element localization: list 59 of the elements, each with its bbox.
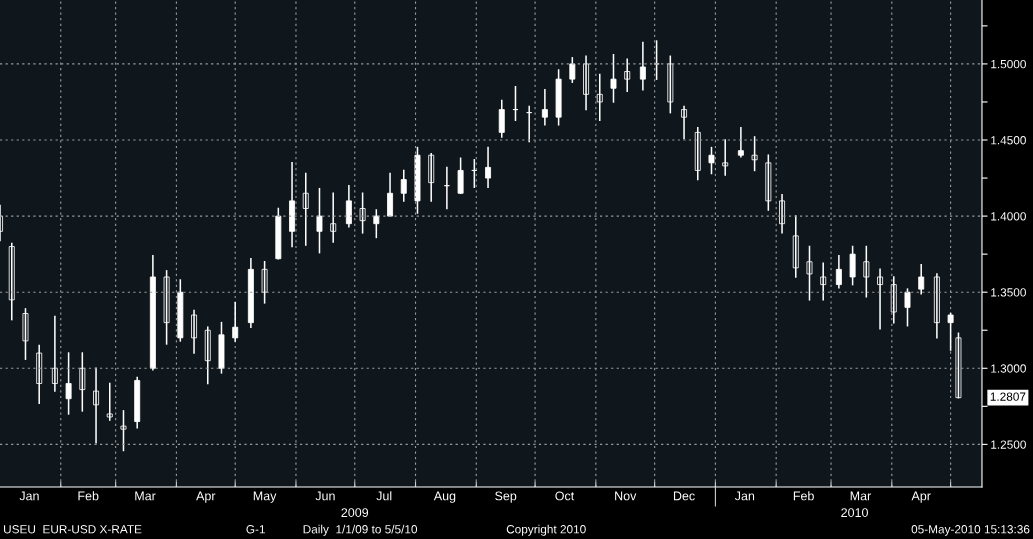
candlestick [863,245,870,298]
x-tick-label: Apr [911,491,931,503]
x-tick-label: May [253,491,277,503]
x-tick-label: Dec [673,491,695,501]
y-tick-label: 1.3000 [991,364,1026,373]
y-tick-label: 1.5000 [991,59,1026,69]
candlestick [765,154,772,211]
candlestick [751,136,758,172]
y-tick-label: 1.3500 [991,288,1026,297]
candlestick [667,55,674,114]
text: Daily 1/1/09 to 5/5/10 [303,524,418,536]
x-tick-label: Aug [433,491,456,503]
candlestick [373,209,380,239]
candlestick [849,245,856,286]
text: Copyright 2010 [506,524,586,536]
candlestick [261,260,268,304]
x-tick-label: Oct [555,491,575,501]
candlestick [22,308,29,360]
candlestick [569,57,576,83]
y-tick-label: 1.4000 [991,212,1026,221]
candlestick [316,187,323,254]
candlestick [359,192,366,234]
y-tick-label: 1.4500 [991,136,1026,145]
candlestick [610,54,617,103]
candlestick [708,146,715,175]
candlestick [163,270,170,345]
candlestick [555,69,562,126]
candlestick [904,288,911,327]
candlestick [79,352,86,412]
x-tick-label: Apr [196,491,216,503]
x-tick-label: Jan [734,491,755,501]
candlestick [414,146,421,214]
x2-tick-label: 2010 [841,508,868,517]
x2-tick-label: 2009 [341,508,369,517]
text: 05-May-2010 15:13:36 [911,525,1030,536]
x-tick-label: Feb [78,491,99,501]
candlestick [806,245,813,301]
x-tick-label: Mar [850,491,872,501]
x-tick-label: Jun [315,491,335,501]
x-tick-label: Jan [19,491,39,501]
candlestick [106,382,113,421]
x-tick-label: Mar [135,491,156,501]
candlestick [457,157,464,195]
x-tick-label: Nov [615,491,637,501]
text: USEU EUR-USD X-RATE [4,525,142,534]
candlestick [65,352,72,415]
candlestick [722,139,729,176]
x-tick-label: Feb [793,491,814,501]
candlestick [955,332,962,399]
annotation: 1.2807 [990,392,1026,401]
x-tick-label: Sep [495,491,517,503]
candlestick [218,321,225,374]
candlestick [275,207,282,260]
candlestick [947,312,954,351]
text: G-1 [246,525,265,534]
candlestick [177,279,184,342]
x-tick-label: Jul [376,491,392,501]
y-tick-label: 1.2500 [991,440,1026,449]
candlestick [120,410,127,452]
